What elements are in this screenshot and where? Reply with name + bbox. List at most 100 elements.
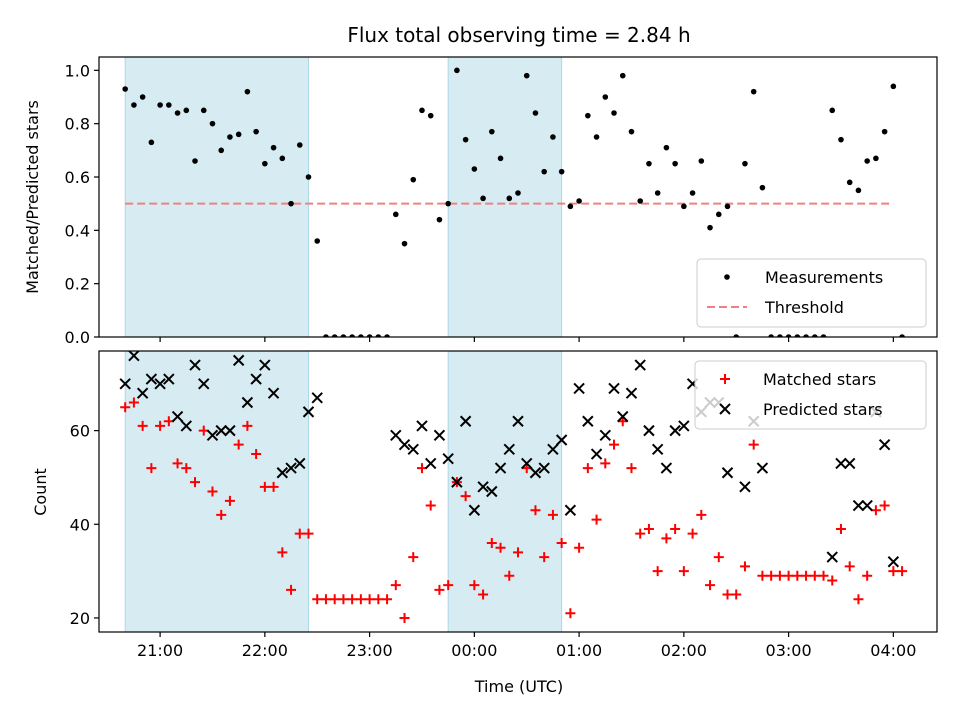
top-dot-point-80 bbox=[811, 334, 818, 337]
bottom-x-point-10 bbox=[198, 378, 210, 390]
top-dot-point-18 bbox=[270, 144, 277, 151]
bottom-x-point-33 bbox=[468, 504, 481, 516]
top-dot-point-37 bbox=[436, 216, 443, 223]
top-dot-point-33 bbox=[401, 240, 408, 247]
top-dot-point-62 bbox=[654, 190, 661, 196]
bottom-plus-point-87 bbox=[870, 505, 881, 516]
bottom-x-point-67 bbox=[835, 457, 847, 470]
x-tick-label: 21:00 bbox=[137, 641, 183, 660]
bottom-plus-point-17 bbox=[259, 481, 270, 492]
bottom-plus-point-11 bbox=[207, 486, 218, 497]
top-dot-point-66 bbox=[689, 190, 696, 196]
top-dot-point-88 bbox=[881, 128, 888, 135]
top-y-tick-label: 0.4 bbox=[65, 221, 90, 240]
x-tick-label: 23:00 bbox=[347, 641, 393, 660]
bottom-plus-point-56 bbox=[600, 458, 611, 469]
bottom-plus-point-41 bbox=[469, 580, 480, 591]
bottom-x-point-70 bbox=[861, 499, 873, 512]
bottom-plus-point-90 bbox=[897, 566, 908, 577]
bottom-plus-point-46 bbox=[513, 547, 523, 558]
bottom-plus-point-79 bbox=[801, 570, 812, 581]
top-dot-point-90 bbox=[899, 334, 905, 337]
bottom-x-point-37 bbox=[503, 443, 515, 456]
top-dot-point-31 bbox=[384, 334, 390, 337]
top-dot-point-59 bbox=[628, 128, 635, 135]
bottom-plus-point-31 bbox=[382, 594, 393, 605]
bottom-x-point-7 bbox=[171, 410, 184, 423]
bottom-x-point-5 bbox=[154, 378, 166, 390]
bottom-x-point-57 bbox=[678, 420, 690, 432]
top-dot-point-70 bbox=[724, 203, 731, 210]
bottom-plus-point-30 bbox=[373, 594, 384, 605]
top-dot-point-78 bbox=[794, 334, 801, 337]
bottom-plus-point-74 bbox=[757, 570, 768, 581]
bottom-x-point-68 bbox=[844, 457, 856, 470]
top-shaded-interval-1 bbox=[124, 56, 309, 338]
top-dot-point-13 bbox=[227, 134, 233, 140]
bottom-x-point-12 bbox=[215, 424, 227, 437]
top-dot-point-86 bbox=[864, 158, 870, 164]
bottom-plus-point-7 bbox=[172, 458, 183, 469]
bottom-plus-point-48 bbox=[530, 505, 541, 516]
top-y-tick-label: 0.6 bbox=[65, 168, 90, 187]
bottom-axes-frame bbox=[98, 350, 938, 633]
top-dot-point-55 bbox=[593, 134, 600, 140]
bottom-plus-point-88 bbox=[879, 500, 890, 511]
bottom-x-point-53 bbox=[643, 424, 655, 437]
x-tick-label: 22:00 bbox=[242, 641, 288, 660]
bottom-x-point-3 bbox=[136, 387, 149, 399]
bottom-plus-point-28 bbox=[355, 594, 366, 605]
bottom-plus-point-69 bbox=[713, 552, 724, 563]
bottom-x-point-52 bbox=[634, 359, 646, 371]
top-dot-point-16 bbox=[253, 128, 259, 135]
bottom-x-point-6 bbox=[163, 373, 175, 385]
top-dot-point-29 bbox=[366, 334, 373, 337]
bottom-plus-point-51 bbox=[556, 538, 567, 549]
x-tick-label: 01:00 bbox=[556, 641, 602, 660]
bottom-plus-point-80 bbox=[809, 570, 820, 581]
bottom-plus-point-5 bbox=[155, 420, 166, 431]
top-dot-point-25 bbox=[331, 334, 338, 337]
top-dot-point-67 bbox=[698, 158, 705, 164]
bottom-legend-label: Matched stars bbox=[763, 370, 876, 389]
bottom-plus-point-24 bbox=[320, 594, 331, 605]
bottom-plus-point-85 bbox=[853, 594, 864, 605]
x-axis-label: Time (UTC) bbox=[474, 677, 563, 696]
top-dot-point-89 bbox=[890, 83, 897, 90]
bottom-x-point-9 bbox=[189, 359, 201, 371]
top-y-axis-label: Matched/Predicted stars bbox=[23, 100, 42, 294]
top-dot-point-58 bbox=[619, 72, 626, 79]
top-dot-point-52 bbox=[567, 203, 574, 210]
bottom-plus-point-22 bbox=[303, 528, 314, 539]
legend-matched-marker bbox=[720, 374, 730, 384]
top-dot-point-35 bbox=[419, 107, 425, 114]
top-dot-point-54 bbox=[585, 112, 591, 119]
bottom-x-point-31 bbox=[451, 476, 463, 488]
bottom-plus-point-57 bbox=[609, 439, 620, 450]
bottom-plus-point-70 bbox=[722, 589, 733, 600]
top-dot-point-45 bbox=[506, 195, 513, 202]
top-dot-point-28 bbox=[358, 334, 364, 337]
bottom-legend-box bbox=[694, 360, 927, 430]
bottom-x-point-62 bbox=[721, 467, 734, 479]
bottom-x-point-27 bbox=[416, 420, 428, 432]
top-dot-point-68 bbox=[707, 224, 713, 231]
bottom-x-point-49 bbox=[608, 382, 620, 395]
top-dot-point-7 bbox=[174, 110, 181, 116]
top-panel: 0.0 0.2 0.4 0.6 0.8 1.0 Measurements Threshold bbox=[65, 56, 938, 347]
bottom-data-area bbox=[119, 351, 908, 623]
top-dot-point-1 bbox=[122, 86, 128, 92]
bottom-plus-point-72 bbox=[739, 561, 750, 572]
bottom-x-point-2 bbox=[128, 351, 140, 362]
top-dot-point-61 bbox=[646, 160, 652, 167]
bottom-plus-point-14 bbox=[233, 439, 244, 450]
top-data-area bbox=[122, 67, 905, 337]
bottom-x-point-42 bbox=[547, 443, 559, 456]
top-dot-point-41 bbox=[471, 166, 478, 172]
bottom-x-point-66 bbox=[826, 551, 838, 563]
bottom-plus-point-15 bbox=[242, 420, 253, 431]
top-dot-point-49 bbox=[541, 168, 547, 175]
bottom-x-point-34 bbox=[477, 481, 489, 493]
top-dot-point-9 bbox=[192, 158, 198, 164]
top-dot-point-77 bbox=[785, 334, 792, 337]
